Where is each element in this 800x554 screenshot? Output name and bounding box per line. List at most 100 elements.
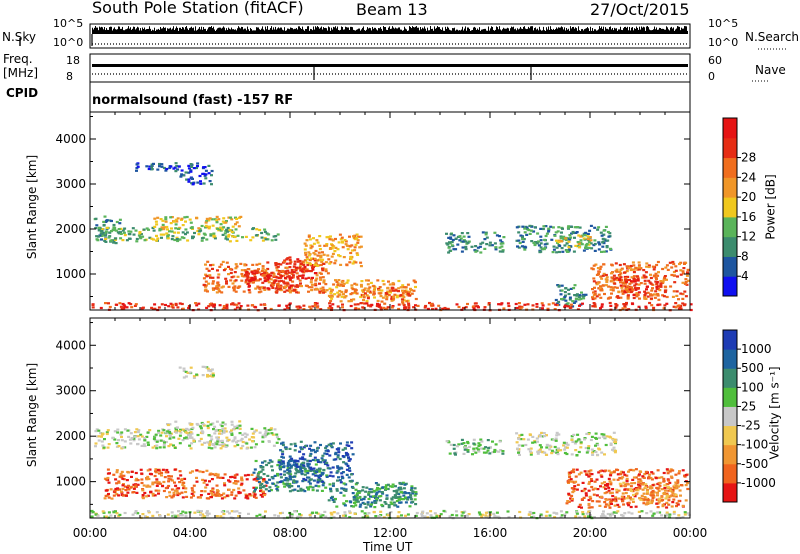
power-cell — [325, 244, 329, 247]
power-cell — [625, 270, 629, 273]
velocity-cell — [105, 431, 109, 434]
nsky-trace — [447, 26, 448, 34]
velocity-cell — [177, 437, 181, 440]
nsky-trace — [611, 29, 612, 34]
nsky-trace — [634, 28, 635, 34]
power-cell — [319, 263, 323, 267]
velocity-cell — [676, 503, 680, 506]
power-cell — [478, 245, 482, 248]
velocity-cell — [188, 422, 192, 425]
power-cell — [584, 245, 588, 248]
velocity-cell — [615, 488, 619, 491]
power-cell — [295, 266, 299, 269]
power-cell — [646, 285, 649, 288]
power-cell — [550, 238, 554, 241]
power-cell — [631, 261, 635, 264]
power-cell — [284, 270, 288, 273]
power-cell — [681, 270, 685, 273]
velocity-cell — [588, 472, 592, 475]
velocity-cell — [455, 445, 459, 448]
velocity-cell — [538, 433, 542, 437]
power-cell — [260, 286, 264, 289]
velocity-cell — [660, 514, 664, 517]
nsky-trace — [464, 28, 465, 34]
nsky-trace — [604, 30, 605, 34]
power-cell — [342, 293, 345, 296]
power-cell — [523, 231, 527, 234]
power-cell — [160, 163, 164, 166]
nsky-trace — [303, 29, 304, 34]
velocity-cell — [304, 469, 308, 473]
power-cell — [637, 261, 641, 264]
velocity-cell — [447, 441, 451, 444]
power-cell — [350, 298, 353, 301]
nsky-trace — [576, 28, 577, 34]
power-cell — [167, 305, 171, 308]
velocity-cell — [299, 463, 303, 466]
velocity-cell — [184, 375, 188, 378]
velocity-cell — [332, 458, 336, 461]
power-cell — [649, 276, 653, 280]
power-cell — [330, 244, 334, 247]
power-cell — [180, 302, 184, 306]
velocity-cell — [486, 439, 490, 442]
velocity-cell — [559, 516, 563, 519]
power-cell — [184, 228, 188, 231]
power-cell — [570, 225, 573, 228]
velocity-cell — [288, 476, 292, 479]
nsky-trace — [169, 28, 170, 34]
power-cell — [180, 173, 184, 176]
nsky-trace — [509, 30, 510, 34]
nsky-trace — [300, 27, 301, 34]
power-cell — [264, 238, 268, 241]
velocity-cell — [192, 375, 196, 378]
velocity-cell — [230, 432, 234, 435]
power-cell — [213, 237, 217, 240]
velocity-cell — [130, 437, 134, 440]
power-cell — [151, 308, 155, 311]
velocity-cell — [215, 484, 219, 487]
power-cell — [328, 238, 332, 241]
velocity-cell — [311, 473, 315, 476]
nsky-trace — [336, 28, 337, 34]
power-cell — [621, 307, 625, 310]
power-cell — [655, 280, 659, 284]
power-cell — [282, 274, 286, 277]
power-cell — [401, 294, 405, 297]
power-cell — [283, 260, 286, 263]
velocity-cell — [104, 489, 108, 492]
velocity-cell — [471, 453, 474, 456]
power-cell — [561, 250, 565, 253]
power-cell — [271, 286, 275, 289]
power-cell — [237, 225, 241, 228]
velocity-cell — [517, 450, 521, 453]
nsky-trace — [395, 27, 396, 34]
nsky-trace — [546, 27, 547, 34]
power-cell — [218, 290, 222, 293]
velocity-cell — [623, 488, 627, 491]
velocity-cell — [322, 468, 326, 472]
power-cell — [485, 236, 489, 239]
nsky-trace — [380, 27, 381, 34]
power-cell — [309, 257, 313, 260]
power-cell — [626, 296, 630, 299]
nsky-trace — [414, 27, 415, 34]
power-cell — [624, 277, 628, 280]
power-cell — [674, 269, 678, 272]
velocity-cell — [531, 441, 535, 444]
power-cell — [327, 307, 331, 310]
velocity-cell — [97, 439, 101, 442]
velocity-cell — [674, 481, 678, 484]
nsky-trace — [220, 27, 221, 34]
power-cell — [235, 265, 239, 268]
velocity-cell — [253, 468, 257, 471]
power-cell — [315, 274, 319, 277]
power-cell — [353, 291, 357, 295]
power-cell — [498, 250, 502, 253]
power-cell — [166, 228, 169, 231]
power-cell — [346, 248, 350, 251]
velocity-cell — [302, 464, 306, 467]
nsky-trace — [347, 27, 348, 34]
power-cell — [366, 290, 370, 293]
velocity-cell — [129, 486, 133, 489]
